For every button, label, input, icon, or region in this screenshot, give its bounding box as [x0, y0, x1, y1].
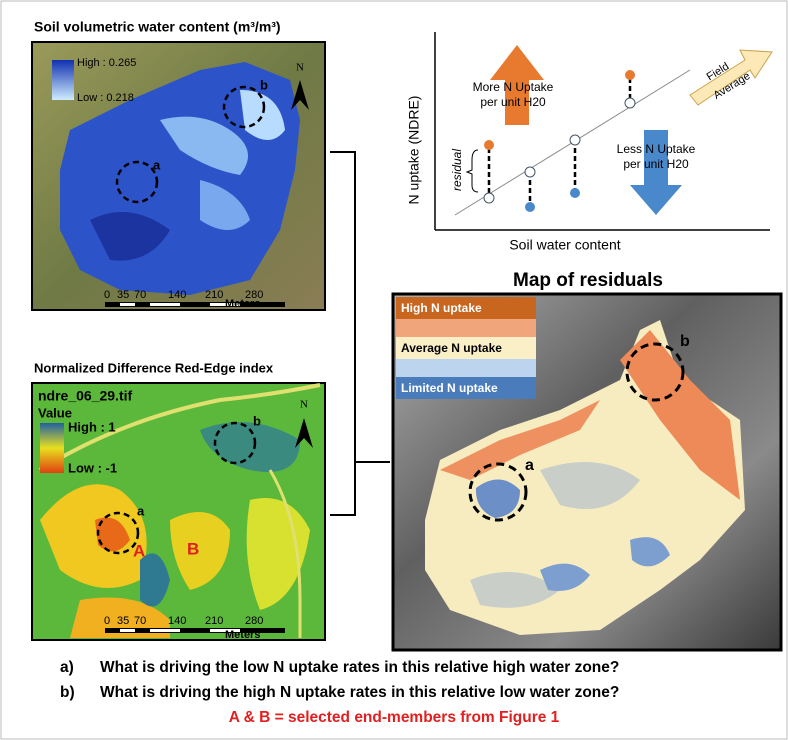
scale-label: 35: [117, 615, 129, 627]
zone-circle: [222, 85, 266, 129]
high-patch: [440, 400, 600, 480]
scale-label: 70: [134, 289, 146, 301]
wet-streak: [240, 90, 285, 140]
zone-circle: [625, 342, 685, 402]
question-text: What is driving the high N uptake rates …: [100, 684, 619, 701]
scale-label: 140: [168, 615, 186, 627]
road: [268, 469, 302, 638]
scale-label: 280: [245, 615, 263, 627]
average-patch: [470, 572, 560, 608]
up-arrow: [490, 45, 544, 125]
ndre-legend-title: Value: [38, 405, 72, 420]
soil-title: Soil volumetric water content (m³/m³): [34, 19, 281, 35]
end-member: A: [133, 541, 145, 560]
high-patch: [620, 330, 740, 500]
question-label: a): [60, 659, 74, 676]
arrow-text: Less N Uptake: [617, 142, 696, 156]
residual-points: [465, 70, 636, 212]
low-patch: [95, 517, 130, 552]
low-patch: [40, 484, 147, 588]
down-arrow: [630, 130, 682, 215]
scale-bar: [105, 628, 285, 633]
end-member: B: [187, 539, 199, 558]
y-label: N uptake (NDRE): [406, 96, 422, 205]
zone-circle: [96, 511, 140, 555]
scale-label: 210: [205, 289, 223, 301]
question-text: What is driving the low N uptake rates i…: [100, 659, 619, 676]
ndre-legend-ramp: [40, 423, 64, 473]
legend-text: High N uptake: [401, 301, 482, 315]
zone-circle: [115, 160, 159, 204]
north-label: N: [300, 399, 308, 411]
legend-swatch: [396, 297, 536, 319]
scale-label: 35: [117, 289, 129, 301]
north-label: N: [296, 62, 304, 74]
scale-label: 140: [168, 289, 186, 301]
wet-streak: [200, 180, 250, 230]
zone-label: b: [260, 77, 268, 92]
scale-label: 0: [104, 615, 110, 627]
scale-unit: Meters: [225, 629, 260, 641]
legend-swatch: [396, 319, 536, 337]
scale-label: 210: [205, 615, 223, 627]
zone-circle: [468, 462, 528, 522]
ndre-legend-low: Low : -1: [68, 460, 117, 475]
north-arrow: [295, 418, 313, 448]
zone-label: a: [153, 157, 161, 172]
zone-label: b: [680, 333, 690, 350]
legend-swatch: [396, 359, 536, 377]
low-patch: [70, 597, 170, 638]
zone-label: a: [137, 503, 145, 518]
footnote: A & B = selected end-members from Figure…: [229, 709, 560, 726]
road: [38, 383, 321, 472]
low-patch: [246, 498, 310, 610]
x-label: Soil water content: [509, 237, 620, 253]
high-patch: [140, 553, 170, 607]
ndre-title: Normalized Difference Red-Edge index: [34, 360, 274, 375]
scale-unit: Meters: [225, 298, 260, 310]
ndre-file: ndre_06_29.tif: [38, 388, 132, 404]
low-patch: [170, 512, 230, 590]
limited-patch: [475, 479, 520, 518]
limited-patch: [540, 563, 590, 591]
arrow-text: per unit H20: [480, 95, 546, 109]
arrow-text: More N Uptake: [473, 80, 554, 94]
scale-bar: [105, 302, 285, 307]
zone-label: a: [525, 457, 534, 474]
legend-text: Limited N uptake: [401, 381, 498, 395]
legend-swatch: [396, 377, 536, 399]
soil-legend-high: High : 0.265: [77, 57, 136, 69]
scale-label: 0: [104, 289, 110, 301]
soil-legend-ramp: [52, 60, 74, 100]
trend-arrow: [689, 49, 773, 106]
zone-label: b: [253, 413, 261, 428]
north-arrow: [291, 80, 309, 110]
soil-legend-low: Low : 0.218: [77, 92, 134, 104]
legend-text: Average N uptake: [401, 341, 502, 355]
question-label: b): [60, 684, 75, 701]
scale-label: 70: [134, 615, 146, 627]
ndre-legend-high: High : 1: [68, 419, 116, 434]
limited-patch: [630, 537, 670, 567]
wet-streak: [90, 212, 170, 261]
residual-label: residual: [450, 149, 464, 191]
wet-streak: [160, 116, 248, 175]
average-patch: [540, 462, 640, 510]
bracket: [330, 151, 390, 516]
arrow-text: per unit H20: [623, 157, 689, 171]
residual-title: Map of residuals: [513, 270, 663, 291]
scale-label: 280: [245, 289, 263, 301]
legend-swatch: [396, 337, 536, 359]
zone-circle: [213, 421, 257, 465]
